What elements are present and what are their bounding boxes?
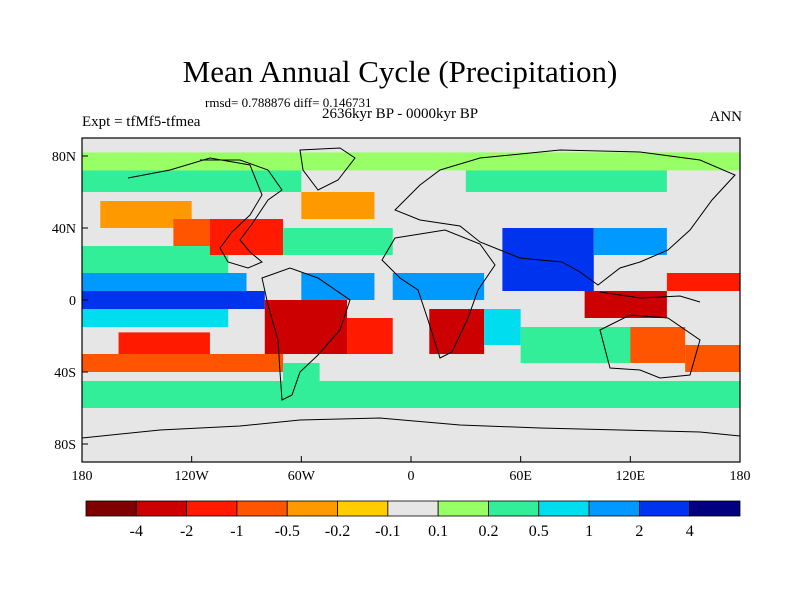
map-field: [82, 138, 740, 462]
coast-south-america: [261, 267, 351, 401]
coast-australia: [599, 314, 701, 379]
colorbar-label: 1: [585, 523, 593, 540]
map-region-2: [82, 170, 302, 192]
colorbar-label: -0.5: [275, 523, 300, 540]
map-region-12: [283, 228, 393, 255]
colorbar-label: -1: [230, 523, 243, 540]
colorbar-swatch-12: [689, 500, 741, 517]
map-region-28: [465, 170, 667, 192]
colorbar-swatch-0: [85, 500, 137, 517]
x-tick-label: 120E: [616, 469, 646, 484]
colorbar-swatch-4: [286, 500, 338, 517]
colorbar-label: 0.2: [478, 523, 498, 540]
coast-eurasia: [394, 149, 736, 286]
colorbar-label: -0.1: [375, 523, 400, 540]
map-region-10: [82, 354, 284, 372]
coast-antarctica: [82, 417, 740, 439]
map-region-19: [429, 309, 485, 354]
map-region-24: [666, 273, 740, 291]
x-tick-label: 0: [408, 469, 415, 484]
map-region-23: [584, 291, 667, 318]
map-region-29: [82, 381, 740, 408]
coast-africa: [381, 229, 496, 359]
map-region-16: [347, 318, 393, 354]
map-region-26: [685, 345, 740, 372]
y-tick-label: 0: [69, 294, 76, 309]
colorbar-swatch-5: [337, 500, 389, 517]
y-tick-label: 80S: [54, 438, 76, 453]
map-region-20: [484, 309, 521, 345]
map-region-25: [621, 327, 686, 363]
map-region-18: [392, 273, 485, 300]
colorbar-swatch-1: [135, 500, 188, 517]
map-region-22: [593, 228, 667, 255]
map-region-9: [118, 332, 210, 354]
x-tick-label: 60W: [288, 469, 316, 484]
season-label: ANN: [709, 109, 743, 125]
map-region-5: [82, 246, 229, 273]
colorbar-swatch-8: [488, 500, 540, 517]
colorbar-swatch-9: [538, 500, 590, 517]
colorbar-label: 0.1: [428, 523, 448, 540]
colorbar-swatch-3: [236, 500, 288, 517]
coast-greenland: [299, 147, 356, 191]
colorbar-label: 4: [686, 523, 694, 540]
map-region-15: [264, 300, 348, 354]
x-tick-label: 60E: [509, 469, 532, 484]
map-region-13: [301, 192, 375, 219]
map-region-8: [82, 309, 229, 327]
colorbar-swatch-6: [387, 500, 439, 517]
x-tick-label: 180: [730, 469, 751, 484]
map-region-6: [82, 273, 247, 291]
map-region-27: [520, 327, 631, 363]
coastlines: [82, 147, 740, 439]
map-region-7: [82, 291, 265, 309]
x-tick-label: 120W: [175, 469, 210, 484]
x-axis: 180 120W 60W 0 60E 120E 180: [72, 456, 751, 484]
y-tick-label: 80N: [52, 150, 76, 165]
colorbar-label: -0.2: [325, 523, 350, 540]
y-tick-label: 40N: [52, 222, 76, 237]
y-tick-label: 40S: [54, 366, 76, 381]
map-region-11: [209, 219, 284, 255]
y-axis: 80N 40N 0 40S 80S: [52, 150, 88, 453]
colorbar-swatch-7: [437, 500, 489, 517]
experiment-label: Expt = tfMf5-tfmea: [82, 114, 201, 130]
coast-indonesia: [599, 291, 701, 303]
stats-label: rmsd= 0.788876 diff= 0.146731: [205, 95, 372, 110]
colorbar-swatch-11: [638, 500, 691, 517]
colorbar-swatch-2: [186, 500, 238, 517]
colorbar: -4 -2 -1 -0.5 -0.2 -0.1 0.1 0.2 0.5 1 2 4: [85, 500, 741, 540]
coast-north-america: [127, 157, 283, 269]
period-label: 2636kyr BP - 0000kyr BP: [321, 106, 479, 122]
chart-title: Mean Annual Cycle (Precipitation): [182, 54, 618, 89]
map-region-14: [301, 273, 375, 300]
colorbar-label: 0.5: [529, 523, 549, 540]
colorbar-label: 2: [635, 523, 643, 540]
map-region-21: [502, 228, 594, 291]
colorbar-label: -2: [180, 523, 193, 540]
colorbar-label: -4: [130, 523, 143, 540]
x-tick-label: 180: [72, 469, 93, 484]
colorbar-swatch-10: [588, 500, 640, 517]
map-region-1: [82, 152, 740, 171]
